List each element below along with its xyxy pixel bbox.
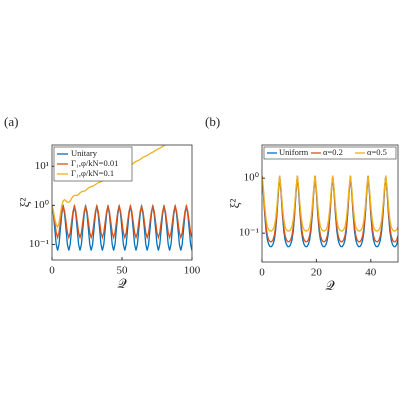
legend-label: α=0.2 — [323, 147, 343, 157]
x-tick-label: 0 — [259, 267, 265, 279]
x-tick-label: 20 — [311, 267, 323, 279]
x-axis-label: 𝒬 — [325, 278, 335, 293]
x-tick-label: 0 — [49, 265, 55, 277]
y-axis-label: ξ² — [17, 198, 32, 208]
legend-label: Γ₁,φ/kN=0.1 — [71, 168, 114, 178]
legend-box — [263, 146, 397, 160]
y-tick-label: 10⁰ — [244, 172, 260, 184]
legend-label: Uniform — [279, 147, 309, 157]
x-tick-label: 100 — [184, 265, 201, 277]
legend-label: Unitary — [71, 148, 98, 158]
x-tick-label: 50 — [117, 265, 129, 277]
legend-label: Γ₁,φ/kN=0.01 — [71, 158, 118, 168]
y-tick-label: 10⁻¹ — [29, 238, 49, 250]
y-axis-label: ξ² — [227, 199, 242, 209]
y-tick-label: 10⁻¹ — [239, 227, 259, 239]
x-tick-label: 40 — [365, 267, 377, 279]
y-tick-label: 10¹ — [35, 160, 49, 172]
series-line — [52, 203, 192, 240]
x-axis-label: 𝒬 — [117, 276, 127, 291]
panel-label: (b) — [205, 114, 220, 129]
plot-area — [262, 175, 398, 248]
panel-label: (a) — [4, 114, 18, 129]
y-tick-label: 10⁰ — [34, 199, 50, 211]
series-line — [262, 175, 398, 232]
legend-box — [53, 146, 133, 182]
axes-frame — [261, 144, 399, 263]
legend-label: α=0.5 — [367, 147, 387, 157]
